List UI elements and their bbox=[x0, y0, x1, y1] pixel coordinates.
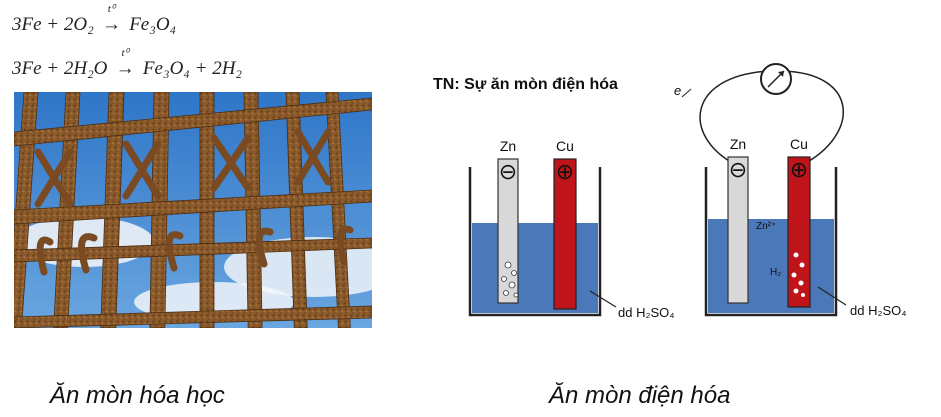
caption-chemical-corrosion: Ăn mòn hóa học bbox=[50, 382, 225, 409]
zinc-label-right: Zn bbox=[730, 136, 746, 152]
solution-left bbox=[472, 223, 598, 313]
beaker-right bbox=[704, 167, 838, 317]
copper-label-right: Cu bbox=[790, 136, 808, 152]
pointer-line-right bbox=[817, 286, 847, 306]
right-cell: e Zn Cu ⊖ ⊕ Zn²⁺ H₂ dd H₂SO₄ bbox=[674, 63, 907, 318]
arrow-glyph: → bbox=[101, 14, 121, 35]
equation-iron-oxygen: 3Fe + 2O₂ t⁰ → Fe₃O₄ bbox=[12, 3, 177, 36]
hydrogen-label: H₂ bbox=[770, 267, 781, 278]
equation-1-lhs: 3Fe + 2O₂ bbox=[12, 14, 94, 35]
pointer-line-left bbox=[589, 290, 617, 308]
minus-sign-icon: ⊖ bbox=[499, 159, 517, 184]
equation-2-rhs: Fe₃O₄ + 2H₂ bbox=[142, 58, 243, 79]
zinc-electrode-left bbox=[497, 158, 519, 304]
equation-2-lhs: 3Fe + 2H₂O bbox=[12, 58, 108, 79]
zinc-ion-label: Zn²⁺ bbox=[756, 221, 776, 232]
external-wire bbox=[699, 70, 845, 166]
copper-electrode-right bbox=[787, 156, 811, 308]
reaction-arrow: t⁰ → bbox=[115, 47, 135, 80]
rusty-fence-photo bbox=[14, 92, 372, 328]
electron-arrow-icon bbox=[681, 88, 692, 98]
copper-label-left: Cu bbox=[556, 138, 574, 154]
equation-1-rhs: Fe₃O₄ bbox=[129, 14, 177, 35]
solution-label-right: dd H₂SO₄ bbox=[850, 303, 907, 318]
plus-sign-icon: ⊕ bbox=[556, 159, 574, 184]
hydrogen-bubbles-icon bbox=[791, 252, 805, 297]
equation-iron-water: 3Fe + 2H₂O t⁰ → Fe₃O₄ + 2H₂ bbox=[12, 47, 243, 80]
zinc-electrode-right bbox=[727, 156, 749, 304]
solution-label-left: dd H₂SO₄ bbox=[618, 305, 675, 320]
caption-electrochemical-corrosion: Ăn mòn điện hóa bbox=[549, 382, 731, 409]
reaction-arrow: t⁰ → bbox=[101, 3, 121, 36]
electron-label: e bbox=[674, 83, 681, 98]
arrow-glyph: → bbox=[115, 58, 135, 79]
left-cell: Zn Cu ⊖ ⊕ dd H₂SO₄ bbox=[468, 138, 675, 320]
zinc-label-left: Zn bbox=[500, 138, 516, 154]
bubbles-icon bbox=[501, 261, 519, 298]
solution-right bbox=[708, 219, 834, 313]
diagram-title: TN: Sự ăn mòn điện hóa bbox=[433, 76, 618, 93]
corrosion-cells-diagram: Zn Cu ⊖ ⊕ dd H₂SO₄ e Zn Cu ⊖ ⊕ Zn²⁺ H₂ bbox=[468, 63, 907, 320]
beaker-left bbox=[468, 167, 602, 317]
reaction-condition: t⁰ bbox=[121, 47, 129, 59]
reaction-condition: t⁰ bbox=[107, 3, 116, 15]
plus-sign-icon: ⊕ bbox=[790, 157, 808, 182]
minus-sign-icon: ⊖ bbox=[729, 157, 747, 182]
copper-electrode-left bbox=[553, 158, 577, 310]
